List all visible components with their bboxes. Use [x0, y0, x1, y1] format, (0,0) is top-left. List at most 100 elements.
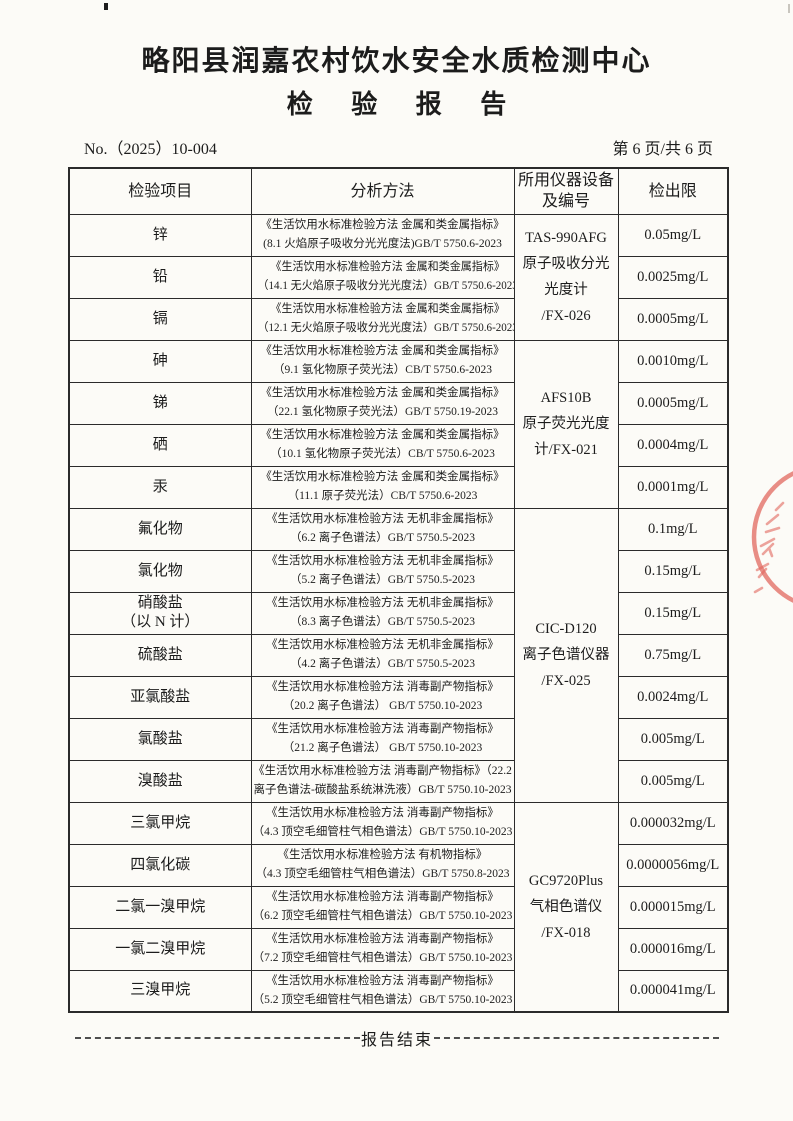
scan-artifact-speck	[104, 3, 108, 10]
method-cell: 《生活饮用水标准检验方法 金属和类金属指标》 （14.1 无火焰原子吸收分光光度…	[250, 255, 515, 299]
dashed-rule	[75, 1037, 360, 1039]
item-cell: 镉	[68, 297, 252, 341]
limit-cell: 0.0001mg/L	[617, 465, 729, 509]
table-row: 硝酸盐 （以 N 计） 《生活饮用水标准检验方法 无机非金属指标》 （8.3 离子…	[68, 591, 729, 635]
table-row: 三溴甲烷 《生活饮用水标准检验方法 消毒副产物指标》 （5.2 顶空毛细管柱气相色…	[68, 969, 729, 1013]
table-row: 二氯一溴甲烷 《生活饮用水标准检验方法 消毒副产物指标》 （6.2 顶空毛细管柱气…	[68, 885, 729, 929]
item-cell: 一氯二溴甲烷	[68, 927, 252, 971]
limit-cell: 0.005mg/L	[617, 759, 729, 803]
meta-row: No.（2025）10-004 第 6 页/共 6 页	[68, 135, 727, 159]
equipment-cell: CIC-D120 离子色谱仪器 /FX-025	[513, 507, 619, 803]
table-row: 铅《生活饮用水标准检验方法 金属和类金属指标》 （14.1 无火焰原子吸收分光光…	[68, 255, 729, 299]
scan-artifact-speck	[788, 4, 790, 13]
report-title: 检 验 报 告	[286, 90, 523, 119]
limit-cell: 0.0025mg/L	[617, 255, 729, 299]
table-row: 三氯甲烷 《生活饮用水标准检验方法 消毒副产物指标》 （4.3 顶空毛细管柱气相色…	[68, 801, 729, 1013]
table-row: 砷《生活饮用水标准检验方法 金属和类金属指标》 （9.1 氢化物原子荧光法）CB…	[68, 339, 729, 509]
method-cell: 《生活饮用水标准检验方法 消毒副产物指标》 （20.2 离子色谱法） GB/T …	[250, 675, 515, 719]
table-row: 氟化物 《生活饮用水标准检验方法 无机非金属指标》 （6.2 离子色谱法）GB/T…	[68, 507, 729, 803]
official-seal-stamp	[751, 471, 793, 603]
table-row: 四氯化碳 《生活饮用水标准检验方法 有机物指标》 （4.3 顶空毛细管柱气相色谱法…	[68, 843, 729, 887]
item-cell: 亚氯酸盐	[68, 675, 252, 719]
item-cell: 硫酸盐	[68, 633, 252, 677]
method-cell: 《生活饮用水标准检验方法 金属和类金属指标》 （11.1 原子荧光法）CB/T …	[250, 465, 515, 509]
limit-cell: 0.0005mg/L	[617, 297, 729, 341]
table-row: 氯酸盐 《生活饮用水标准检验方法 消毒副产物指标》 （21.2 离子色谱法） GB…	[68, 717, 729, 761]
item-cell: 溴酸盐	[68, 759, 252, 803]
method-cell: 《生活饮用水标准检验方法 金属和类金属指标》 （22.1 氢化物原子荧光法）GB…	[250, 381, 515, 425]
method-cell: 《生活饮用水标准检验方法 消毒副产物指标》 （6.2 顶空毛细管柱气相色谱法）G…	[250, 885, 515, 929]
limit-cell: 0.1mg/L	[617, 507, 729, 551]
column-header-method: 分析方法	[250, 167, 515, 215]
method-cell: 《生活饮用水标准检验方法 有机物指标》 （4.3 顶空毛细管柱气相色谱法）GB/…	[250, 843, 515, 887]
limit-cell: 0.15mg/L	[617, 591, 729, 635]
table-row: 汞《生活饮用水标准检验方法 金属和类金属指标》 （11.1 原子荧光法）CB/T…	[68, 465, 729, 509]
page-indicator: 第 6 页/共 6 页	[612, 141, 713, 158]
limit-cell: 0.05mg/L	[617, 213, 729, 257]
method-cell: 《生活饮用水标准检验方法 无机非金属指标》 （8.3 离子色谱法）GB/T 57…	[250, 591, 515, 635]
limit-cell: 0.000041mg/L	[617, 969, 729, 1013]
table-row: 溴酸盐 《生活饮用水标准检验方法 消毒副产物指标》（22.2 离子色谱法-碳酸盐系…	[68, 759, 729, 803]
item-cell: 二氯一溴甲烷	[68, 885, 252, 929]
item-cell: 三氯甲烷	[68, 801, 252, 845]
limit-cell: 0.75mg/L	[617, 633, 729, 677]
equipment-cell: GC9720Plus 气相色谱仪 /FX-018	[513, 801, 619, 1013]
table-row: 氯化物 《生活饮用水标准检验方法 无机非金属指标》 （5.2 离子色谱法）GB/T…	[68, 549, 729, 593]
limit-cell: 0.0004mg/L	[617, 423, 729, 467]
item-cell: 四氯化碳	[68, 843, 252, 887]
table-row: 亚氯酸盐 《生活饮用水标准检验方法 消毒副产物指标》 （20.2 离子色谱法） G…	[68, 675, 729, 719]
method-cell: 《生活饮用水标准检验方法 无机非金属指标》 （5.2 离子色谱法）GB/T 57…	[250, 549, 515, 593]
limit-cell: 0.005mg/L	[617, 717, 729, 761]
limit-cell: 0.0024mg/L	[617, 675, 729, 719]
method-cell: 《生活饮用水标准检验方法 无机非金属指标》 （4.2 离子色谱法）GB/T 57…	[250, 633, 515, 677]
report-end-text: 报告结束	[361, 1032, 434, 1049]
table-row: 一氯二溴甲烷 《生活饮用水标准检验方法 消毒副产物指标》 （7.2 顶空毛细管柱气…	[68, 927, 729, 971]
table-row: 硒《生活饮用水标准检验方法 金属和类金属指标》 （10.1 氢化物原子荧光法）C…	[68, 423, 729, 467]
column-header-detection-limit: 检出限	[617, 167, 729, 215]
item-cell: 铅	[68, 255, 252, 299]
method-cell: 《生活饮用水标准检验方法 消毒副产物指标》 （7.2 顶空毛细管柱气相色谱法）G…	[250, 927, 515, 971]
center-title: 略阳县润嘉农村饮水安全水质检测中心	[141, 46, 652, 77]
method-cell: 《生活饮用水标准检验方法 金属和类金属指标》 （12.1 无火焰原子吸收分光光度…	[250, 297, 515, 341]
method-cell: 《生活饮用水标准检验方法 无机非金属指标》 （6.2 离子色谱法）GB/T 57…	[250, 507, 515, 551]
equipment-cell: TAS-990AFG 原子吸收分光 光度计 /FX-026	[513, 213, 619, 341]
column-header-equipment: 所用仪器设备 及编号	[513, 167, 619, 215]
method-cell: 《生活饮用水标准检验方法 消毒副产物指标》（22.2 离子色谱法-碳酸盐系统淋洗…	[250, 759, 515, 803]
limit-cell: 0.0000056mg/L	[617, 843, 729, 887]
item-cell: 硒	[68, 423, 252, 467]
table-row: 锌《生活饮用水标准检验方法 金属和类金属指标》 (8.1 火焰原子吸收分光光度法…	[68, 213, 729, 341]
table-row: 镉《生活饮用水标准检验方法 金属和类金属指标》 （12.1 无火焰原子吸收分光光…	[68, 297, 729, 341]
limit-cell: 0.000015mg/L	[617, 885, 729, 929]
report-number: No.（2025）10-004	[84, 141, 217, 158]
methods-table-body: 锌《生活饮用水标准检验方法 金属和类金属指标》 (8.1 火焰原子吸收分光光度法…	[68, 213, 729, 1013]
method-cell: 《生活饮用水标准检验方法 金属和类金属指标》 （9.1 氢化物原子荧光法）CB/…	[250, 339, 515, 383]
item-cell: 锑	[68, 381, 252, 425]
method-cell: 《生活饮用水标准检验方法 金属和类金属指标》 （10.1 氢化物原子荧光法）CB…	[250, 423, 515, 467]
table-row: 锑《生活饮用水标准检验方法 金属和类金属指标》 （22.1 氢化物原子荧光法）G…	[68, 381, 729, 425]
item-cell: 氯酸盐	[68, 717, 252, 761]
limit-cell: 0.000032mg/L	[617, 801, 729, 845]
table-header-row: 检验项目 分析方法 所用仪器设备 及编号 检出限	[68, 167, 729, 215]
limit-cell: 0.000016mg/L	[617, 927, 729, 971]
item-cell: 氯化物	[68, 549, 252, 593]
limit-cell: 0.0005mg/L	[617, 381, 729, 425]
item-cell: 汞	[68, 465, 252, 509]
item-cell: 锌	[68, 213, 252, 257]
item-cell: 三溴甲烷	[68, 969, 252, 1013]
method-cell: 《生活饮用水标准检验方法 消毒副产物指标》 （4.3 顶空毛细管柱气相色谱法）G…	[250, 801, 515, 845]
limit-cell: 0.15mg/L	[617, 549, 729, 593]
methods-table: 检验项目 分析方法 所用仪器设备 及编号 检出限 锌《生活饮用水标准检验方法 金…	[68, 167, 729, 1013]
item-cell: 氟化物	[68, 507, 252, 551]
method-cell: 《生活饮用水标准检验方法 消毒副产物指标》 （21.2 离子色谱法） GB/T …	[250, 717, 515, 761]
method-cell: 《生活饮用水标准检验方法 金属和类金属指标》 (8.1 火焰原子吸收分光光度法)…	[250, 213, 515, 257]
item-cell: 砷	[68, 339, 252, 383]
dashed-rule	[434, 1037, 720, 1039]
method-cell: 《生活饮用水标准检验方法 消毒副产物指标》 （5.2 顶空毛细管柱气相色谱法）G…	[250, 969, 515, 1013]
limit-cell: 0.0010mg/L	[617, 339, 729, 383]
equipment-cell: AFS10B 原子荧光光度 计/FX-021	[513, 339, 619, 509]
report-end-marker: 报告结束	[75, 1026, 720, 1050]
table-row: 硫酸盐 《生活饮用水标准检验方法 无机非金属指标》 （4.2 离子色谱法）GB/T…	[68, 633, 729, 677]
column-header-item: 检验项目	[68, 167, 252, 215]
item-cell: 硝酸盐 （以 N 计）	[68, 591, 252, 635]
